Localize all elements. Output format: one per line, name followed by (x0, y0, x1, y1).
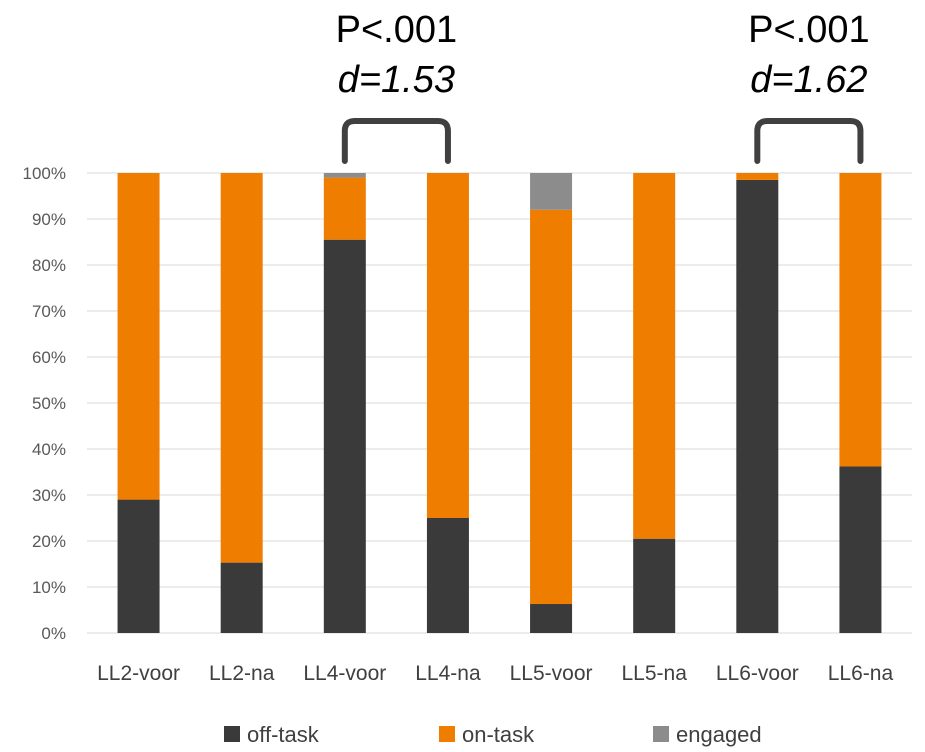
x-category-label: LL4-na (415, 662, 481, 685)
bar-segment-on-task-LL4-na (426, 173, 469, 518)
legend-swatch-on-task (439, 726, 455, 742)
y-tick-label: 90% (32, 210, 66, 229)
legend-label-on-task: on-task (462, 722, 535, 747)
significance-bracket (754, 118, 864, 164)
y-tick-label: 0% (41, 624, 66, 643)
bar-segment-on-task-LL6-na (839, 173, 882, 467)
y-tick-label: 60% (32, 348, 66, 367)
bar-segment-off-task-LL4-voor (323, 239, 366, 633)
significance-bracket (341, 118, 451, 164)
bar-segment-on-task-LL5-na (633, 173, 676, 539)
bar-segment-off-task-LL4-na (426, 518, 469, 633)
x-category-label: LL2-na (209, 662, 275, 685)
x-category-label: LL5-voor (510, 662, 593, 685)
legend-swatch-off-task (224, 726, 240, 742)
x-category-label: LL2-voor (97, 662, 180, 685)
x-category-label: LL5-na (621, 662, 687, 685)
bar-segment-off-task-LL2-voor (117, 499, 160, 633)
y-tick-label: 40% (32, 440, 66, 459)
x-category-label: LL6-na (828, 662, 894, 685)
effect-size-label: d=1.62 (750, 59, 867, 101)
y-tick-label: 10% (32, 578, 66, 597)
p-value-label: P<.001 (336, 9, 458, 51)
legend-swatch-engaged (653, 726, 669, 742)
bar-segment-off-task-LL2-na (220, 562, 263, 633)
y-tick-label: 70% (32, 302, 66, 321)
bar-segment-off-task-LL5-voor (530, 604, 573, 633)
x-category-label: LL6-voor (716, 662, 799, 685)
bars (117, 173, 882, 633)
bar-segment-off-task-LL6-voor (736, 179, 779, 633)
y-tick-label: 20% (32, 532, 66, 551)
y-tick-label: 80% (32, 256, 66, 275)
x-category-label: LL4-voor (303, 662, 386, 685)
bar-segment-engaged-LL4-voor (323, 173, 366, 178)
bar-segment-on-task-LL5-voor (530, 209, 573, 605)
y-tick-label: 50% (32, 394, 66, 413)
bar-segment-off-task-LL6-na (839, 466, 882, 633)
significance-annotations: P<.001 d=1.53 P<.001 d=1.62 (336, 9, 870, 164)
y-tick-label: 100% (23, 164, 66, 183)
gridlines (87, 172, 912, 634)
y-axis-tick-labels: 0% 10% 20% 30% 40% 50% 60% 70% 80% 90% 100% (23, 164, 66, 643)
bar-segment-on-task-LL4-voor (323, 177, 366, 240)
bar-segment-on-task-LL2-voor (117, 173, 160, 500)
bar-segment-on-task-LL6-voor (736, 173, 779, 180)
effect-size-label: d=1.53 (338, 59, 455, 101)
y-tick-label: 30% (32, 486, 66, 505)
x-axis-category-labels: LL2-voor LL2-na LL4-voor LL4-na LL5-voor LL5-… (97, 662, 893, 685)
legend-label-off-task: off-task (247, 722, 320, 747)
bar-segment-off-task-LL5-na (633, 538, 676, 633)
bar-segment-on-task-LL2-na (220, 173, 263, 563)
legend: off-task on-task engaged (224, 722, 762, 747)
p-value-label: P<.001 (748, 9, 870, 51)
bar-segment-engaged-LL5-voor (530, 173, 573, 210)
legend-label-engaged: engaged (676, 722, 762, 747)
